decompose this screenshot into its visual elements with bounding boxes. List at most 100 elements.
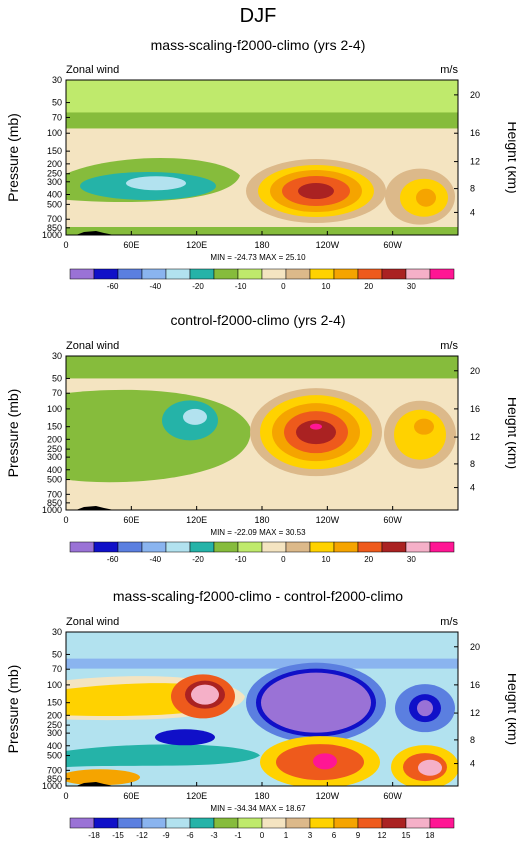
y-tick-label: 1000 <box>42 230 62 240</box>
min-max-stats: MIN = -24.73 MAX = 25.10 <box>210 253 306 262</box>
y-tick-label: 850 <box>47 774 62 784</box>
y-tick-label: 300 <box>47 452 62 462</box>
y-right-tick-label: 20 <box>470 90 480 100</box>
y-tick-label: 200 <box>47 710 62 720</box>
colorbar-swatch <box>93 541 119 553</box>
y-tick-label: 700 <box>47 214 62 224</box>
y-tick-label: 400 <box>47 189 62 199</box>
y-tick-label: 200 <box>47 434 62 444</box>
y-axis-right-title: Height (km) <box>505 673 516 745</box>
y-tick-label: 300 <box>47 177 62 187</box>
easterly-inner <box>126 176 186 191</box>
colorbar-swatch <box>117 541 143 553</box>
contour-field <box>66 80 458 235</box>
left-string: Zonal wind <box>66 616 119 628</box>
colorbar-swatch <box>69 541 95 553</box>
colorbar-swatch <box>117 817 143 829</box>
colorbar-label: -60 <box>107 282 119 291</box>
colorbar-label: 18 <box>426 831 435 840</box>
colorbar-swatch <box>333 541 359 553</box>
colorbar-label: 3 <box>308 831 313 840</box>
colorbar-label: -20 <box>192 555 204 564</box>
colorbar-label: -10 <box>235 282 247 291</box>
y-tick-label: 500 <box>47 475 62 485</box>
y-right-tick-label: 16 <box>470 680 480 690</box>
left-string: Zonal wind <box>66 340 119 352</box>
colorbar-swatch <box>357 817 383 829</box>
y-tick-label: 30 <box>52 75 62 85</box>
y-tick-label: 700 <box>47 765 62 775</box>
topography <box>76 506 114 510</box>
colorbar-label: 15 <box>402 831 411 840</box>
colorbar-label: 0 <box>260 831 265 840</box>
y-right-tick-label: 4 <box>470 207 475 217</box>
y-tick-label: 200 <box>47 159 62 169</box>
lower-negative <box>66 744 260 768</box>
y-tick-label: 700 <box>47 489 62 499</box>
y-tick-label: 850 <box>47 223 62 233</box>
x-tick-label: 60W <box>383 515 402 525</box>
colorbar-swatch <box>285 541 311 553</box>
colorbar-swatch <box>141 541 167 553</box>
contour-field <box>66 356 458 510</box>
y-right-tick-label: 12 <box>470 157 480 167</box>
colorbar-swatch <box>381 541 407 553</box>
x-tick-label: 60W <box>383 791 402 801</box>
colorbar-label: -15 <box>112 831 124 840</box>
colorbar-swatch <box>309 268 335 280</box>
colorbar-swatch <box>165 817 191 829</box>
surface-band <box>66 498 458 510</box>
y-tick-label: 1000 <box>42 505 62 515</box>
right-string: m/s <box>440 64 458 76</box>
x-tick-label: 60E <box>123 791 139 801</box>
colorbar-swatch <box>429 817 455 829</box>
jet-25 <box>296 420 336 445</box>
x-tick-label: 0 <box>63 791 68 801</box>
y-tick-label: 300 <box>47 728 62 738</box>
colorbar-swatch <box>405 268 431 280</box>
y-right-tick-label: 8 <box>470 184 475 194</box>
surface-positive <box>66 769 140 786</box>
y-tick-label: 150 <box>47 698 62 708</box>
colorbar-swatch <box>141 817 167 829</box>
colorbar-swatch <box>261 541 287 553</box>
y-tick-label: 100 <box>47 680 62 690</box>
y-tick-label: 70 <box>52 664 62 674</box>
y-tick-label: 500 <box>47 199 62 209</box>
y-tick-label: 50 <box>52 98 62 108</box>
jet2-20 <box>416 188 436 207</box>
y-tick-label: 1000 <box>42 781 62 791</box>
colorbar-label: -9 <box>162 831 170 840</box>
colorbar-swatch <box>165 541 191 553</box>
colorbar-swatch <box>405 817 431 829</box>
y-right-tick-label: 4 <box>470 759 475 769</box>
colorbar-swatch <box>117 268 143 280</box>
left-string: Zonal wind <box>66 64 119 76</box>
colorbar-swatch <box>93 268 119 280</box>
colorbar-swatch <box>261 817 287 829</box>
topography <box>76 782 114 786</box>
colorbar-swatch <box>309 541 335 553</box>
colorbar-swatch <box>261 268 287 280</box>
colorbar-swatch <box>285 268 311 280</box>
panel-1: mass-scaling-f2000-climo (yrs 2-4) Zonal … <box>5 37 516 291</box>
x-tick-label: 60E <box>123 240 139 250</box>
y-tick-label: 50 <box>52 373 62 383</box>
y-tick-label: 400 <box>47 465 62 475</box>
jet2-20 <box>414 418 434 435</box>
colorbar-label: 12 <box>378 831 387 840</box>
panel-3: mass-scaling-f2000-climo - control-f2000… <box>5 588 516 840</box>
panel-title: control-f2000-climo (yrs 2-4) <box>170 312 345 328</box>
y-tick-label: 850 <box>47 498 62 508</box>
colorbar-swatch <box>405 541 431 553</box>
min-max-stats: MIN = -22.09 MAX = 30.53 <box>210 528 306 537</box>
contour-field <box>66 632 458 786</box>
y-tick-label: 30 <box>52 627 62 637</box>
colorbar-swatch <box>141 268 167 280</box>
y-tick-label: 400 <box>47 741 62 751</box>
colorbar-label: 9 <box>356 831 361 840</box>
y-tick-label: 100 <box>47 128 62 138</box>
topography <box>76 231 114 235</box>
